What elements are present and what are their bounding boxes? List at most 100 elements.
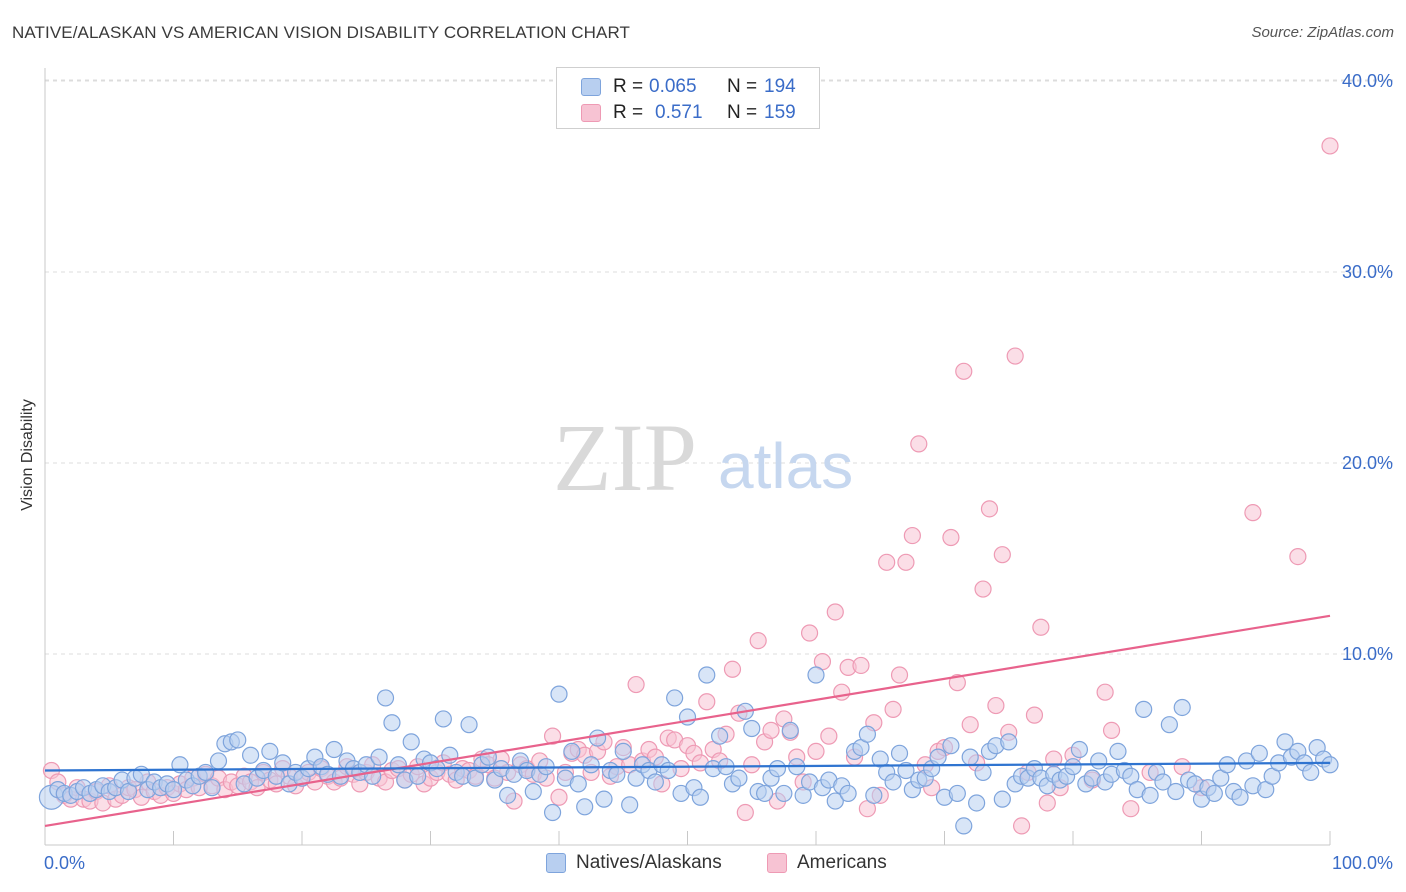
american-point (980, 500, 999, 518)
american-point (1025, 706, 1044, 724)
native-point (621, 796, 639, 814)
native-point (730, 769, 748, 787)
native-point (711, 727, 729, 745)
american-point (1012, 817, 1031, 835)
natives-points (38, 666, 1339, 835)
native-point (659, 761, 677, 780)
american-point (762, 721, 780, 740)
native-point (1231, 788, 1249, 806)
native-point (370, 748, 388, 766)
y-tick-label: 10.0% (1342, 644, 1393, 664)
native-point (993, 790, 1011, 808)
native-point (1070, 740, 1089, 759)
native-point (550, 685, 568, 703)
american-point (1038, 794, 1056, 812)
native-point (775, 784, 793, 803)
american-point (961, 716, 979, 734)
native-point (955, 817, 973, 835)
american-point (627, 675, 645, 694)
native-point (755, 784, 774, 803)
native-point (1276, 733, 1294, 751)
american-point (955, 362, 973, 380)
native-point (614, 742, 632, 761)
native-point (164, 781, 183, 799)
legend-swatch-natives (581, 78, 601, 96)
american-point (1102, 721, 1121, 740)
series-legend: Natives/Alaskans Americans (0, 852, 1406, 878)
american-point (884, 700, 902, 718)
native-point (666, 689, 684, 707)
native-point (1321, 756, 1339, 774)
native-point (691, 788, 709, 806)
native-point (261, 742, 279, 761)
native-point (1141, 786, 1159, 804)
american-point (1032, 618, 1050, 636)
legend-n-label: N = (727, 76, 758, 97)
native-point (1205, 784, 1223, 803)
native-point (588, 729, 607, 747)
native-point (389, 756, 407, 774)
native-point (1237, 752, 1256, 770)
native-point (409, 767, 427, 785)
legend-swatch-natives (546, 853, 566, 873)
native-point (929, 748, 947, 766)
native-point (1250, 744, 1268, 762)
native-point (582, 756, 600, 774)
native-point (460, 716, 478, 734)
legend-n-value: 159 (764, 102, 796, 123)
native-point (1135, 700, 1153, 718)
american-point (890, 666, 909, 684)
watermark-atlas: atlas (718, 430, 853, 502)
american-point (987, 696, 1005, 715)
american-point (743, 756, 761, 774)
y-tick-label: 20.0% (1342, 453, 1393, 473)
american-point (543, 727, 562, 745)
trend-lines (44, 614, 1331, 827)
american-point (948, 674, 966, 692)
native-point (209, 752, 228, 770)
native-point (229, 731, 247, 749)
native-point (499, 786, 517, 804)
tick-labels: 10.0% 20.0% 30.0% 40.0% 0.0% 100.0% (44, 71, 1393, 873)
y-tick-label: 30.0% (1342, 262, 1393, 282)
native-point (608, 765, 626, 783)
chart-title: NATIVE/ALASKAN VS AMERICAN VISION DISABI… (12, 23, 631, 42)
native-point (274, 754, 292, 772)
american-point (1244, 504, 1262, 522)
american-point (852, 656, 870, 675)
american-point (807, 742, 825, 761)
legend-label-americans: Americans (797, 852, 887, 873)
legend-r-label: R = (613, 76, 644, 97)
native-point (948, 784, 966, 803)
native-point (1109, 742, 1127, 761)
american-point (942, 528, 960, 547)
american-point (897, 553, 915, 571)
american-point (903, 526, 921, 545)
american-point (910, 435, 928, 453)
native-point (595, 790, 613, 808)
american-point (1321, 137, 1339, 155)
americans-trend-line (44, 614, 1331, 827)
native-point (1160, 716, 1178, 734)
american-point (1289, 547, 1307, 566)
native-point (865, 786, 883, 804)
american-point (550, 788, 568, 806)
legend-swatch-americans (767, 853, 787, 873)
american-point (820, 727, 838, 745)
native-point (942, 737, 960, 755)
native-point (1090, 752, 1108, 770)
legend-swatch-americans (581, 104, 601, 122)
native-point (325, 740, 343, 759)
native-point (807, 666, 825, 684)
native-point (781, 721, 799, 740)
watermark: ZIP atlas (553, 404, 853, 511)
native-point (1154, 773, 1172, 791)
native-point (563, 742, 581, 761)
y-tick-label: 40.0% (1342, 71, 1393, 91)
native-point (890, 744, 909, 762)
american-point (878, 553, 896, 571)
native-point (743, 719, 761, 738)
native-point (968, 794, 986, 812)
american-point (993, 546, 1011, 564)
